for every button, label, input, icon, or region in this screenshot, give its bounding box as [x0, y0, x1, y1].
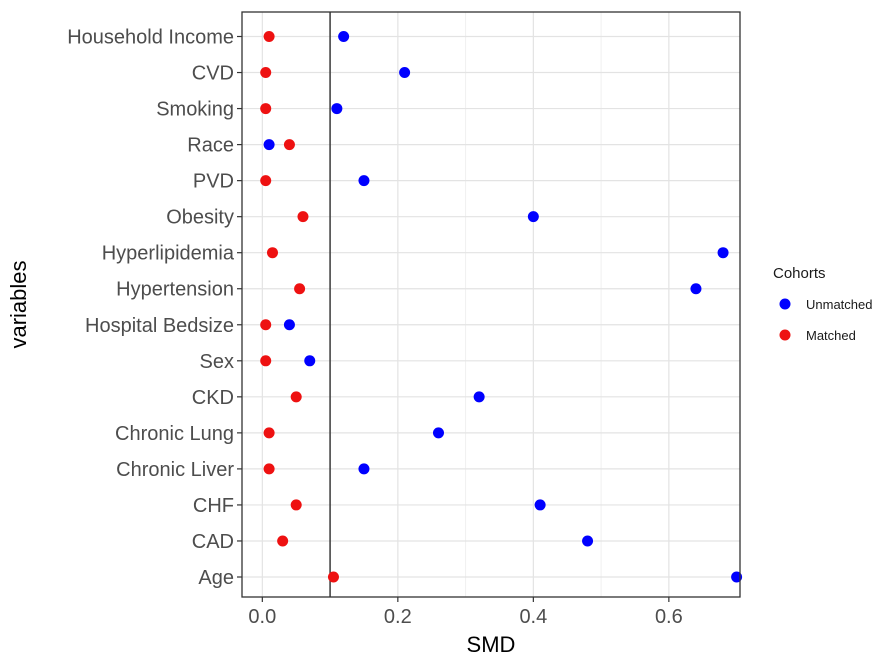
point-matched-race [283, 139, 295, 151]
x-tick-label: 0.0 [248, 606, 276, 628]
point-matched-obesity [297, 211, 309, 223]
x-axis-title: SMD [467, 632, 516, 657]
y-tick-label: PVD [193, 171, 234, 193]
point-unmatched-hyperlipidemia [717, 247, 729, 259]
point-unmatched-ckd [473, 391, 485, 403]
y-tick-label: Household Income [67, 27, 234, 49]
y-tick-label: Sex [200, 351, 234, 373]
point-unmatched-cad [582, 535, 594, 547]
y-axis-title: variables [6, 260, 31, 348]
y-tick-label: Chronic Lung [115, 423, 234, 445]
point-unmatched-obesity [527, 211, 539, 223]
point-unmatched-household-income [338, 31, 350, 42]
y-tick-label: Hospital Bedsize [85, 315, 234, 337]
point-unmatched-smoking [331, 103, 343, 115]
point-matched-household-income [263, 31, 275, 42]
x-tick-label: 0.2 [384, 606, 412, 628]
y-tick-label: CAD [192, 531, 234, 553]
y-tick-label: CVD [192, 63, 234, 85]
point-matched-smoking [260, 103, 272, 115]
point-matched-sex [260, 355, 272, 367]
legend-key-matched [779, 329, 791, 341]
point-unmatched-chronic-liver [358, 463, 370, 475]
legend-key-unmatched [779, 298, 791, 310]
point-matched-hypertension [294, 283, 306, 295]
point-matched-hyperlipidemia [266, 247, 278, 259]
x-tick-label: 0.6 [655, 606, 683, 628]
y-tick-label: Chronic Liver [116, 459, 234, 481]
point-unmatched-race [263, 139, 275, 151]
y-tick-label: Obesity [166, 207, 234, 229]
y-tick-label: Race [187, 135, 234, 157]
y-tick-label: Smoking [156, 99, 234, 121]
point-unmatched-pvd [358, 175, 370, 187]
point-unmatched-chronic-lung [432, 427, 444, 439]
y-tick-label: CKD [192, 387, 234, 409]
point-layer [260, 31, 743, 583]
y-tick-labels: Age CAD CHF Chronic Liver Chronic Lung CKD Sex… [67, 27, 242, 589]
y-tick-label: Age [198, 567, 234, 589]
point-matched-chronic-liver [263, 463, 275, 475]
legend-label-unmatched: Unmatched [806, 297, 872, 312]
point-unmatched-hypertension [690, 283, 702, 295]
point-unmatched-cvd [399, 67, 411, 79]
point-matched-cad [277, 535, 289, 547]
point-matched-pvd [260, 175, 272, 187]
y-tick-label: Hyperlipidemia [102, 243, 235, 265]
y-tick-label: CHF [193, 495, 234, 517]
x-tick-labels: 0.0 0.2 0.4 0.6 [248, 597, 683, 628]
grid-layer [242, 12, 740, 597]
point-matched-age [327, 571, 339, 583]
legend-label-matched: Matched [806, 328, 856, 343]
x-tick-label: 0.4 [519, 606, 547, 628]
legend: Cohorts Unmatched Matched [773, 265, 872, 343]
legend-title: Cohorts [773, 265, 826, 282]
point-unmatched-chf [534, 499, 546, 511]
point-unmatched-sex [304, 355, 316, 367]
point-matched-chronic-lung [263, 427, 275, 439]
point-matched-cvd [260, 67, 272, 79]
point-matched-chf [290, 499, 302, 511]
point-matched-hospital-bedsize [260, 319, 272, 331]
point-unmatched-hospital-bedsize [283, 319, 295, 331]
y-tick-label: Hypertension [116, 279, 234, 301]
point-matched-ckd [290, 391, 302, 403]
panel-border [241, 11, 741, 598]
